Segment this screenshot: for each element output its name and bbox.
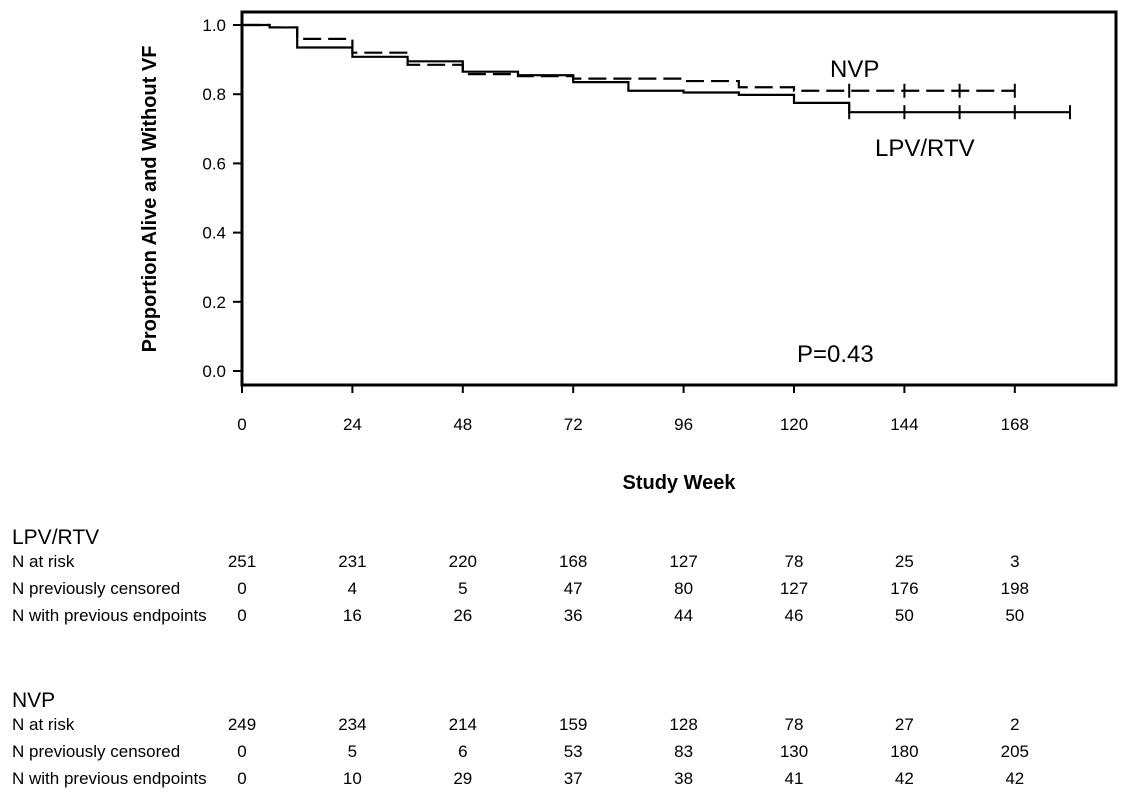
risk-group-title-nvp: NVP [12,689,56,712]
y-axis: 0.0 0.2 0.4 0.6 0.8 1.0 [202,16,242,381]
risk-cell: 168 [559,552,588,571]
risk-cell: 27 [894,715,914,734]
risk-cell: 36 [563,606,583,625]
y-axis-label: Proportion Alive and Without VF [139,46,161,353]
risk-row-label: N at risk [12,715,75,734]
y-tick-label: 0.2 [202,293,226,312]
risk-cell: 25 [894,552,914,571]
risk-cell: 78 [784,552,804,571]
risk-cell: 41 [784,769,804,788]
risk-cell: 249 [227,715,257,734]
x-tick-label: 120 [780,415,808,434]
lpv-rtv-series-label: LPV/RTV [875,135,975,162]
y-tick-label: 0.4 [202,224,226,243]
risk-cell: 0 [237,606,247,625]
risk-cell: 5 [458,579,468,598]
risk-cell: 29 [453,769,473,788]
x-axis: 0 24 48 72 96 120 144 168 [237,385,1029,434]
survival-curve-lpv-rtv [242,23,1070,114]
risk-cell: 214 [448,715,477,734]
x-tick-label: 48 [453,415,472,434]
risk-row-label: N at risk [12,552,75,571]
y-tick-label: 0.6 [202,154,226,173]
x-tick-label: 72 [564,415,583,434]
risk-cell: 6 [458,742,468,761]
km-chart: 0.0 0.2 0.4 0.6 0.8 1.0 0 24 48 72 96 120 144 168 Pr… [139,10,1118,494]
p-value-annotation: P=0.43 [797,341,874,368]
risk-cell: 50 [1005,606,1025,625]
risk-cell: 231 [338,552,367,571]
risk-cell: 4 [347,579,358,598]
risk-cell: 26 [453,606,473,625]
y-tick-label: 0.8 [202,85,226,104]
risk-cell: 83 [674,742,694,761]
x-tick-label: 96 [674,415,693,434]
risk-cell: 3 [1010,552,1020,571]
risk-cell: 78 [784,715,804,734]
x-tick-label: 0 [237,415,246,434]
risk-cell: 198 [1000,579,1029,598]
risk-cell: 130 [779,742,809,761]
risk-cell: 10 [342,769,362,788]
x-axis-label: Study Week [623,472,737,494]
risk-cell: 80 [674,579,694,598]
risk-cell: 128 [669,715,698,734]
risk-cell: 44 [674,606,694,625]
risk-cell: 0 [237,769,247,788]
risk-cell: 176 [890,579,919,598]
risk-cell: 42 [1005,769,1025,788]
risk-cell: 234 [338,715,367,734]
risk-cell: 159 [559,715,588,734]
y-tick-label: 0.0 [202,362,226,381]
risk-row-label: N previously censored [12,742,181,761]
risk-cell: 0 [237,742,247,761]
risk-cell: 53 [563,742,583,761]
x-tick-label: 144 [890,415,918,434]
risk-cell: 127 [669,552,698,571]
risk-row-label: N previously censored [12,579,181,598]
plot-frame [240,10,1118,387]
risk-cell: 50 [894,606,914,625]
nvp-series-label: NVP [830,56,879,83]
x-tick-label: 24 [343,415,362,434]
risk-row-label: N with previous endpoints [12,606,207,625]
risk-group-title-lpv-rtv: LPV/RTV [12,526,100,549]
risk-cell: 251 [227,552,257,571]
y-tick-label: 1.0 [202,16,226,35]
series-layer [242,23,1071,120]
risk-cell: 16 [342,606,362,625]
risk-cell: 0 [237,579,247,598]
risk-cell: 46 [784,606,804,625]
risk-cell: 180 [890,742,919,761]
risk-cell: 220 [448,552,477,571]
risk-row-label: N with previous endpoints [12,769,207,788]
risk-cell: 127 [779,579,809,598]
risk-cell: 38 [674,769,694,788]
risk-cell: 37 [563,769,583,788]
risk-cell: 5 [347,742,358,761]
risk-cell: 42 [894,769,914,788]
risk-cell: 2 [1010,715,1020,734]
x-tick-label: 168 [1001,415,1029,434]
survival-curve-nvp [242,23,1015,92]
risk-cell: 205 [1000,742,1029,761]
risk-cell: 47 [563,579,583,598]
